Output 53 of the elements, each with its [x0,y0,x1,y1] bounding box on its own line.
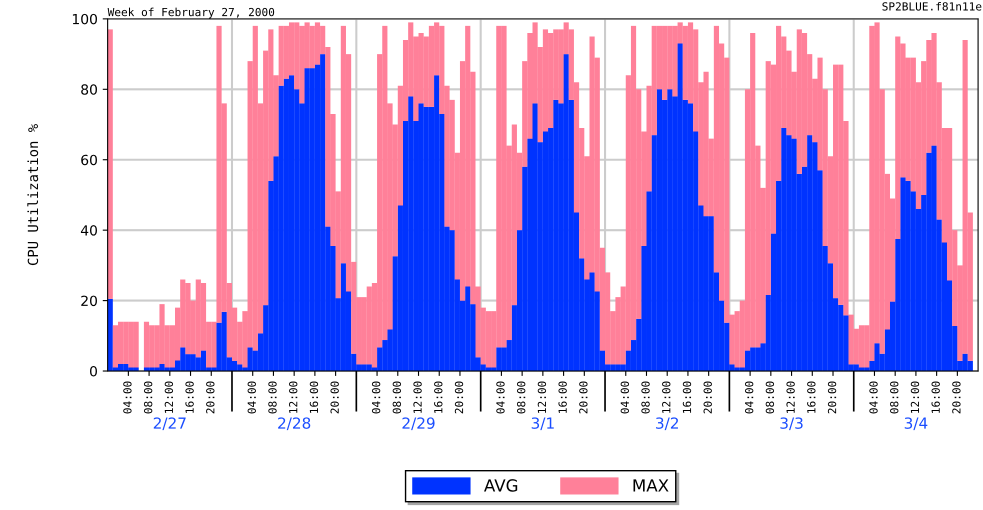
x-tick-label: 12:00 [413,381,422,413]
x-tick-label: 20:00 [828,381,836,414]
y-tick-label: 60 [81,154,97,166]
y-tick-label: 20 [81,296,97,306]
x-tick-label: 04:00 [123,381,132,414]
x2-tick-label: 2/28 [278,417,310,430]
x-tick-label: 08:00 [144,381,152,414]
y-tick-label: 80 [81,84,97,95]
x-tick-label: 12:00 [786,381,795,413]
x2-tick-label: 3/1 [532,417,554,430]
x-tick-label: 08:00 [268,381,277,414]
x-tick-label: 08:00 [392,381,402,414]
x-tick-label: 20:00 [206,381,215,414]
x-tick-label: 04:00 [496,381,505,414]
x-tick-label: 20:00 [704,381,712,414]
legend-label: AVG [484,479,518,492]
y-tick-label: 100 [72,14,97,24]
x-tick-label: 16:00 [185,381,194,413]
x2-tick-label: 3/2 [656,417,678,430]
x2-tick-label: 2/27 [154,417,186,430]
x-tick-label: 12:00 [662,381,670,413]
legend-label: MAX [634,479,669,492]
x-tick-label: 12:00 [289,381,298,413]
y-axis-title: CPU Utilization % [27,124,38,266]
x-tick-label: 20:00 [454,381,464,414]
x2-tick-label: 3/4 [904,417,928,430]
x-tick-label: 20:00 [579,381,588,414]
x-tick-label: 08:00 [516,381,526,414]
x-tick-label: 20:00 [330,381,339,414]
x-tick-label: 04:00 [372,381,380,414]
x-tick-label: 12:00 [164,381,174,413]
x-tick-label: 16:00 [310,381,318,413]
x-tick-label: 04:00 [869,381,878,414]
x-tick-label: 20:00 [952,381,961,414]
x-tick-label: 04:00 [744,381,754,414]
x-tick-label: 16:00 [558,381,567,413]
x-tick-label: 08:00 [641,381,650,414]
text: SP2BLUE.f81n11e [882,2,982,11]
x-tick-label: 16:00 [931,381,940,413]
x-tick-label: 04:00 [248,381,256,414]
x2-tick-label: 2/29 [402,417,435,430]
x-tick-label: 16:00 [434,381,442,413]
x-tick-label: 12:00 [538,381,546,413]
x-tick-label: 08:00 [890,381,898,414]
chart-title: Week of February 27, 2000 [108,8,274,18]
y-tick-label: 40 [80,225,97,236]
x-tick-label: 12:00 [910,381,920,413]
x-tick-label: 16:00 [682,381,692,413]
x2-tick-label: 3/3 [780,417,803,430]
x-tick-label: 16:00 [807,381,816,413]
x-tick-label: 08:00 [766,381,774,414]
x-tick-label: 04:00 [620,381,630,414]
y-tick-label: 0 [90,366,97,376]
